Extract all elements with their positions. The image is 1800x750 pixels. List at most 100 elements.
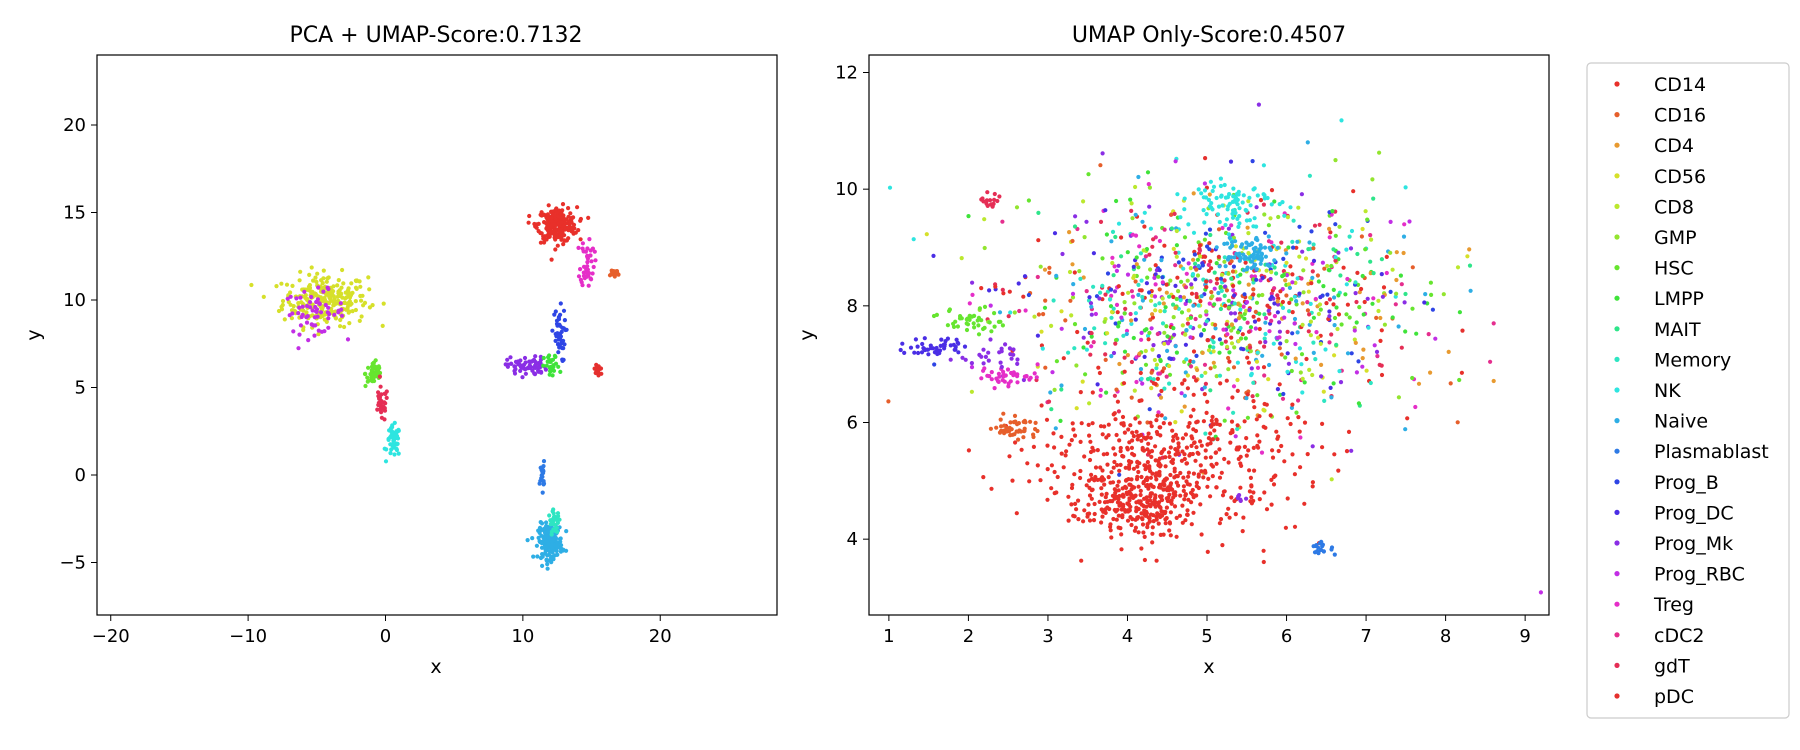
right-point — [1191, 303, 1196, 308]
right-point — [1223, 303, 1228, 308]
left-point — [545, 225, 550, 230]
right-point — [1088, 301, 1094, 306]
right-point — [1073, 214, 1078, 219]
right-point — [1161, 366, 1167, 371]
right-point — [1208, 179, 1213, 184]
right-point — [994, 376, 999, 381]
right-point — [1224, 288, 1229, 293]
right-point — [1026, 292, 1031, 298]
right-point — [1204, 212, 1209, 217]
right-point — [1178, 298, 1183, 303]
right-point — [1174, 350, 1179, 355]
right-point — [1343, 292, 1348, 297]
right-point — [1363, 209, 1368, 214]
left-point — [541, 481, 547, 486]
right-point — [913, 337, 919, 342]
right-point — [1220, 543, 1225, 548]
right-point — [1167, 421, 1172, 426]
right-point — [1130, 438, 1135, 443]
right-point — [1275, 302, 1281, 307]
right-point — [1262, 336, 1267, 341]
right-point — [1379, 363, 1384, 368]
right-point — [1241, 193, 1246, 198]
left-point — [298, 323, 303, 328]
right-point — [1069, 485, 1075, 491]
right-point — [1223, 222, 1228, 228]
right-point — [1186, 222, 1191, 227]
right-point — [1098, 163, 1103, 168]
right-point — [1170, 460, 1175, 466]
right-point — [1272, 258, 1277, 263]
left-point — [591, 264, 596, 270]
right-point — [1074, 507, 1079, 512]
right-point — [956, 341, 961, 346]
right-point — [1196, 264, 1201, 269]
right-point — [1119, 315, 1124, 320]
right-point — [1126, 502, 1131, 507]
left-point — [331, 284, 336, 289]
legend-label: LMPP — [1654, 288, 1704, 310]
right-point — [1066, 350, 1071, 355]
right-point — [1133, 311, 1138, 316]
right-point — [1175, 192, 1180, 197]
right-point — [1191, 230, 1197, 235]
right-point — [1049, 323, 1054, 328]
left-point — [545, 566, 550, 571]
legend-item: gdT — [1614, 655, 1690, 677]
right-point — [1266, 234, 1271, 239]
right-point — [1257, 439, 1262, 444]
right-point — [1180, 436, 1185, 441]
right-point — [1283, 355, 1288, 360]
right-point — [1049, 486, 1054, 491]
right-point — [1130, 216, 1135, 221]
right-point — [1163, 416, 1168, 421]
right-point — [985, 190, 990, 195]
right-point — [1217, 422, 1222, 427]
right-point — [1182, 393, 1187, 398]
right-point — [1159, 495, 1164, 500]
right-point — [1263, 339, 1268, 345]
right-point — [1074, 363, 1079, 368]
right-point — [988, 426, 994, 431]
right-point — [1184, 445, 1189, 450]
right-point — [1235, 216, 1240, 221]
left-point — [314, 279, 319, 284]
left-point — [383, 391, 388, 396]
right-point — [1122, 300, 1127, 305]
right-point — [1330, 209, 1335, 214]
right-point — [920, 341, 925, 347]
left-point — [585, 271, 590, 276]
right-point — [1172, 469, 1177, 474]
left-point — [593, 258, 598, 263]
left-point — [553, 247, 558, 252]
right-point — [1300, 249, 1305, 254]
right-point — [1128, 197, 1133, 202]
right-point — [1028, 375, 1033, 380]
right-point — [1278, 392, 1283, 397]
right-point — [1157, 472, 1162, 477]
left-point — [291, 329, 296, 334]
right-point — [1119, 547, 1124, 552]
right-point — [1093, 474, 1098, 480]
right-point — [1179, 409, 1184, 414]
right-point — [1151, 377, 1156, 382]
right-point — [1217, 337, 1222, 342]
left-point — [555, 552, 560, 557]
right-point — [1153, 500, 1158, 505]
right-point — [1159, 388, 1164, 394]
right-point — [1114, 517, 1119, 522]
right-point — [1144, 327, 1149, 332]
right-point — [1379, 372, 1385, 378]
right-point — [1235, 360, 1240, 365]
right-point — [1381, 285, 1387, 290]
right-point — [963, 357, 968, 362]
right-point — [1260, 275, 1265, 280]
right-point — [1251, 490, 1256, 495]
right-point — [1227, 235, 1232, 240]
left-point — [536, 221, 541, 226]
left-point — [309, 322, 314, 327]
right-point — [1272, 301, 1277, 306]
right-point — [1172, 475, 1177, 480]
left-point — [551, 511, 556, 516]
left-point — [562, 318, 568, 323]
